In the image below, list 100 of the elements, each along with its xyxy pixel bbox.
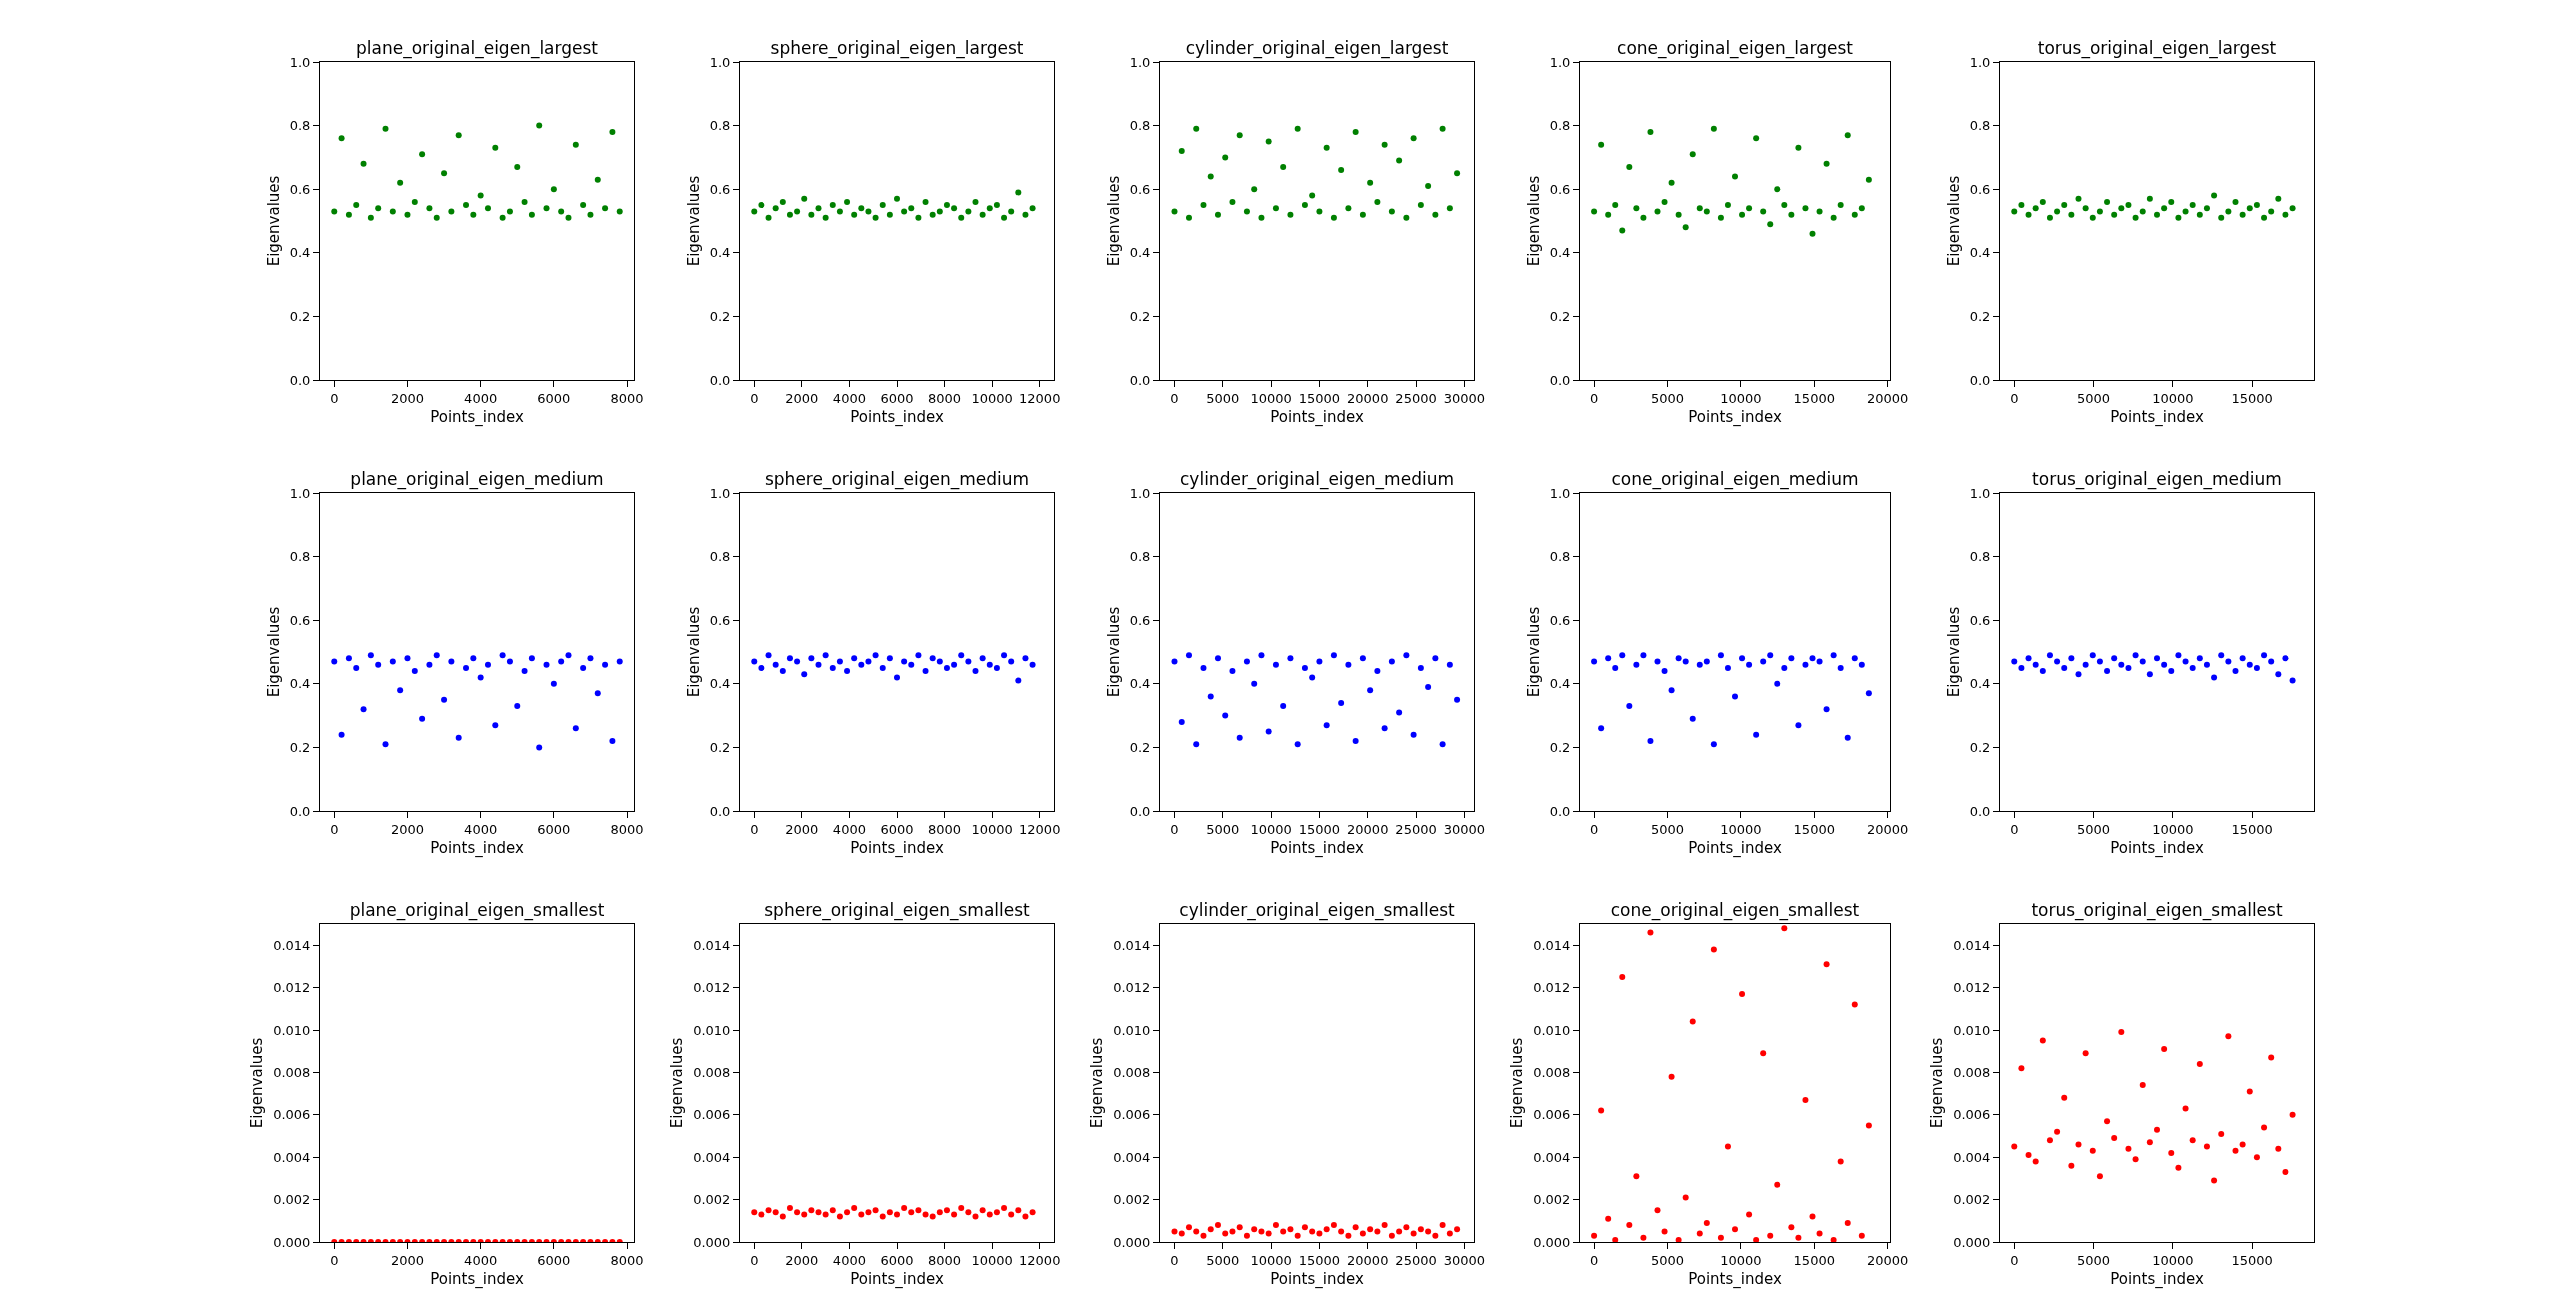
x-axis-title: Points_index <box>1270 838 1364 858</box>
point <box>2089 1147 2096 1154</box>
point <box>2253 664 2260 671</box>
y-tick-label: 0.4 <box>1129 245 1151 261</box>
point <box>1410 135 1417 142</box>
point <box>815 205 822 212</box>
point <box>879 664 886 671</box>
point <box>1008 658 1015 665</box>
point <box>1403 214 1410 221</box>
point <box>2054 658 2061 665</box>
x-axis-title: Points_index <box>1270 407 1364 427</box>
y-tick-label: 0.000 <box>693 1234 731 1250</box>
point <box>1323 722 1330 729</box>
point <box>1739 655 1746 662</box>
point <box>1185 652 1192 659</box>
point <box>594 690 601 697</box>
point <box>836 658 843 665</box>
point <box>404 655 411 662</box>
point <box>1647 738 1654 745</box>
x-tick-label: 20000 <box>1866 1252 1909 1268</box>
point <box>1605 655 1612 662</box>
point <box>1753 1236 1760 1242</box>
y-tick-label: 0.014 <box>1953 937 1991 953</box>
point <box>786 211 793 218</box>
point <box>1022 211 1029 218</box>
point <box>965 658 972 665</box>
x-tick-label: 15000 <box>1793 1252 1835 1268</box>
point <box>979 211 986 218</box>
point <box>1446 205 1453 212</box>
point <box>1668 179 1675 186</box>
point <box>2068 655 2075 662</box>
point <box>331 208 338 215</box>
y-axis-title: Eigenvalues <box>684 175 703 267</box>
point <box>2203 1143 2210 1150</box>
y-axis-title: Eigenvalues <box>264 606 283 698</box>
point <box>2239 211 2246 218</box>
point <box>2218 1130 2225 1137</box>
x-tick-label: 10000 <box>971 821 1013 837</box>
point <box>536 122 543 129</box>
y-tick-label: 0.002 <box>693 1192 731 1208</box>
point <box>2275 671 2282 678</box>
point <box>2232 1147 2239 1154</box>
point <box>2203 205 2210 212</box>
point <box>865 208 872 215</box>
point <box>2118 1029 2125 1036</box>
y-tick-label: 0.012 <box>273 980 311 996</box>
x-tick-label: 30000 <box>1443 390 1486 406</box>
point <box>2275 1145 2282 1152</box>
point <box>1265 138 1272 145</box>
point <box>1236 734 1243 741</box>
point <box>2068 1162 2075 1169</box>
x-tick-label: 5000 <box>1206 1252 1240 1268</box>
y-tick-label: 0.2 <box>1969 308 1991 324</box>
point <box>1605 1215 1612 1222</box>
x-tick-label: 4000 <box>832 390 866 406</box>
point <box>1258 214 1265 221</box>
point <box>1015 189 1022 196</box>
x-tick-label: 10000 <box>2152 390 2194 406</box>
point <box>1858 205 1865 212</box>
point <box>1301 664 1308 671</box>
x-axis-title: Points_index <box>850 1269 944 1289</box>
y-tick-label: 0.6 <box>289 612 311 628</box>
y-tick-label: 0.4 <box>289 676 311 692</box>
x-tick-label: 0 <box>330 1252 339 1268</box>
x-tick-label: 20000 <box>1866 821 1909 837</box>
point <box>2253 202 2260 209</box>
point <box>484 205 491 212</box>
y-tick-label: 0.4 <box>709 676 731 692</box>
point <box>1717 214 1724 221</box>
point <box>441 696 448 703</box>
point <box>1193 125 1200 132</box>
point <box>2104 1118 2111 1125</box>
point <box>1689 1018 1696 1025</box>
point <box>993 202 1000 209</box>
point <box>1272 205 1279 212</box>
point <box>1788 655 1795 662</box>
point <box>1633 1173 1640 1180</box>
point <box>1001 214 1008 221</box>
point <box>2025 655 2032 662</box>
x-tick-label: 2000 <box>785 390 819 406</box>
point <box>872 214 879 221</box>
point <box>572 141 579 148</box>
point <box>2046 652 2053 659</box>
point <box>2246 205 2253 212</box>
point <box>1830 1236 1837 1242</box>
point <box>616 208 623 215</box>
x-tick-label: 2000 <box>390 390 425 406</box>
y-tick-label: 0.2 <box>1969 739 1991 755</box>
point <box>1781 664 1788 671</box>
chart-title: cone_original_eigen_largest <box>1617 38 1854 59</box>
point <box>580 202 587 209</box>
point <box>514 703 521 710</box>
point <box>1710 946 1717 953</box>
point <box>1682 224 1689 231</box>
x-tick-label: 4000 <box>464 821 498 837</box>
y-tick-label: 0.004 <box>273 1149 311 1165</box>
point <box>1287 211 1294 218</box>
x-tick-label: 6000 <box>880 821 914 837</box>
x-tick-label: 15000 <box>1793 821 1835 837</box>
y-tick-label: 0.0 <box>1129 803 1151 819</box>
